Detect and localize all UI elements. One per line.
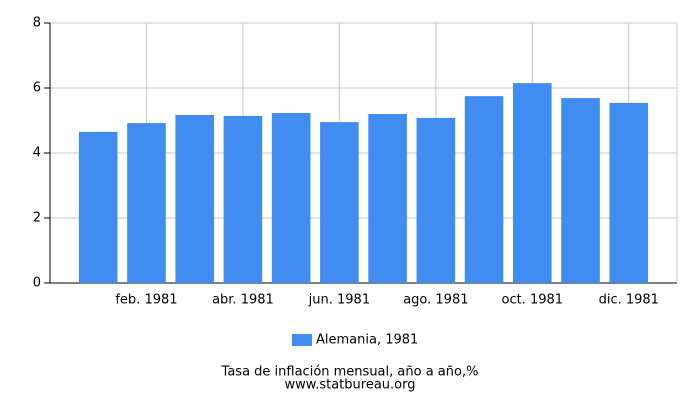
bar bbox=[513, 83, 552, 283]
bar bbox=[127, 123, 166, 283]
x-tick-label: jun. 1981 bbox=[308, 293, 370, 308]
bar bbox=[223, 115, 263, 283]
x-tick-label: feb. 1981 bbox=[115, 293, 177, 308]
bar bbox=[609, 102, 649, 283]
bar bbox=[416, 117, 456, 284]
y-tick-label: 2 bbox=[33, 211, 41, 226]
bar bbox=[175, 114, 214, 283]
legend-swatch bbox=[292, 334, 312, 346]
x-tick-label: ago. 1981 bbox=[403, 293, 468, 308]
bar bbox=[271, 113, 311, 284]
y-tick-label: 0 bbox=[33, 276, 41, 291]
bar bbox=[561, 98, 600, 283]
source: www.statbureau.org bbox=[285, 378, 416, 393]
x-tick-label: dic. 1981 bbox=[599, 293, 659, 308]
legend-label: Alemania, 1981 bbox=[316, 333, 418, 348]
x-tick-label: oct. 1981 bbox=[502, 293, 564, 308]
bar bbox=[320, 122, 359, 283]
y-tick-label: 6 bbox=[33, 81, 41, 96]
y-tick-label: 4 bbox=[33, 146, 41, 161]
caption: Tasa de inflación mensual, año a año,% bbox=[221, 365, 479, 380]
bar bbox=[464, 96, 504, 283]
y-tick-label: 8 bbox=[33, 16, 41, 31]
x-tick-label: abr. 1981 bbox=[212, 293, 274, 308]
bar bbox=[368, 114, 407, 283]
bar bbox=[78, 131, 118, 283]
